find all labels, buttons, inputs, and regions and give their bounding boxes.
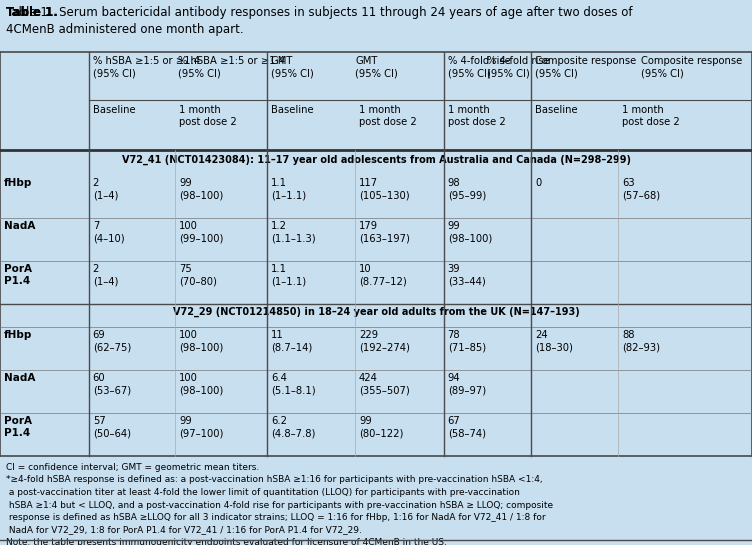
Text: *≥4-fold hSBA response is defined as: a post-vaccination hSBA ≥1:16 for particip: *≥4-fold hSBA response is defined as: a … (6, 475, 543, 485)
Text: 117
(105–130): 117 (105–130) (359, 178, 410, 201)
Text: 99
(97–100): 99 (97–100) (179, 416, 223, 438)
Text: 0: 0 (535, 178, 541, 188)
Text: 39
(33–44): 39 (33–44) (447, 264, 486, 287)
Text: 2
(1–4): 2 (1–4) (92, 264, 118, 287)
Text: 1 month
post dose 2: 1 month post dose 2 (622, 105, 680, 128)
Text: 1.1
(1–1.1): 1.1 (1–1.1) (271, 264, 306, 287)
Text: 99
(98–100): 99 (98–100) (179, 178, 223, 201)
Text: 10
(8.77–12): 10 (8.77–12) (359, 264, 407, 287)
Text: response is defined as hSBA ≥LLOQ for all 3 indicator strains; LLOQ = 1:16 for f: response is defined as hSBA ≥LLOQ for al… (6, 513, 546, 522)
Text: NadA for V72_29, 1:8 for PorA P1.4 for V72_41 / 1:16 for PorA P1.4 for V72_29.: NadA for V72_29, 1:8 for PorA P1.4 for V… (6, 525, 362, 535)
Text: V72_29 (NCT01214850) in 18–24 year old adults from the UK (N=147–193): V72_29 (NCT01214850) in 18–24 year old a… (173, 307, 579, 317)
Text: 78
(71–85): 78 (71–85) (447, 330, 486, 353)
Text: NadA: NadA (4, 373, 35, 383)
Text: 424
(355–507): 424 (355–507) (359, 373, 410, 396)
Text: 1 month
post dose 2: 1 month post dose 2 (359, 105, 417, 128)
Text: Table 1.: Table 1. (6, 6, 58, 19)
Text: 100
(98–100): 100 (98–100) (179, 373, 223, 396)
Text: hSBA ≥1:4 but < LLOQ, and a post-vaccination 4-fold rise for participants with p: hSBA ≥1:4 but < LLOQ, and a post-vaccina… (6, 500, 553, 510)
Text: 100
(99–100): 100 (99–100) (179, 221, 223, 244)
Text: Note: the table presents immunogenicity endpoints evaluated for licensure of 4CM: Note: the table presents immunogenicity … (6, 538, 447, 545)
Text: NadA: NadA (4, 221, 35, 231)
Text: PorA
P1.4: PorA P1.4 (4, 416, 32, 438)
Text: % 4-fold rise
(95% CI): % 4-fold rise (95% CI) (447, 56, 511, 78)
Text: 69
(62–75): 69 (62–75) (92, 330, 131, 353)
Text: 1 month
post dose 2: 1 month post dose 2 (447, 105, 505, 128)
Text: 67
(58–74): 67 (58–74) (447, 416, 486, 438)
Text: 7
(4–10): 7 (4–10) (92, 221, 124, 244)
Text: fHbp: fHbp (4, 330, 32, 340)
Text: 63
(57–68): 63 (57–68) (622, 178, 660, 201)
Text: 100
(98–100): 100 (98–100) (179, 330, 223, 353)
Text: 6.4
(5.1–8.1): 6.4 (5.1–8.1) (271, 373, 316, 396)
Text: 1.1
(1–1.1): 1.1 (1–1.1) (271, 178, 306, 201)
Text: 99
(98–100): 99 (98–100) (447, 221, 492, 244)
Text: % hSBA ≥1:5 or ≥1:4
(95% CI): % hSBA ≥1:5 or ≥1:4 (95% CI) (177, 56, 285, 78)
Text: CI = confidence interval; GMT = geometric mean titers.: CI = confidence interval; GMT = geometri… (6, 463, 259, 472)
Text: GMT
(95% CI): GMT (95% CI) (355, 56, 398, 78)
Text: % 4-fold rise
(95% CI): % 4-fold rise (95% CI) (487, 56, 550, 78)
Text: GMT
(95% CI): GMT (95% CI) (271, 56, 314, 78)
Text: 179
(163–197): 179 (163–197) (359, 221, 410, 244)
Text: Table 1.  Serum bactericidal antibody responses in subjects 11 through 24 years : Table 1. Serum bactericidal antibody res… (6, 6, 632, 35)
Text: 1.2
(1.1–1.3): 1.2 (1.1–1.3) (271, 221, 316, 244)
Text: Baseline: Baseline (92, 105, 135, 115)
Text: 94
(89–97): 94 (89–97) (447, 373, 486, 396)
Text: fHbp: fHbp (4, 178, 32, 188)
Text: % hSBA ≥1:5 or ≥1:4
(95% CI): % hSBA ≥1:5 or ≥1:4 (95% CI) (92, 56, 200, 78)
Text: 24
(18–30): 24 (18–30) (535, 330, 573, 353)
Text: a post-vaccination titer at least 4-fold the lower limit of quantitation (LLOQ) : a post-vaccination titer at least 4-fold… (6, 488, 520, 497)
Text: 6.2
(4.8–7.8): 6.2 (4.8–7.8) (271, 416, 315, 438)
Text: 2
(1–4): 2 (1–4) (92, 178, 118, 201)
Text: PorA
P1.4: PorA P1.4 (4, 264, 32, 286)
Text: Composite response
(95% CI): Composite response (95% CI) (535, 56, 636, 78)
Text: 75
(70–80): 75 (70–80) (179, 264, 217, 287)
Text: 11
(8.7–14): 11 (8.7–14) (271, 330, 312, 353)
Text: Composite response
(95% CI): Composite response (95% CI) (641, 56, 743, 78)
Text: Baseline: Baseline (271, 105, 314, 115)
Text: Baseline: Baseline (535, 105, 578, 115)
Text: 88
(82–93): 88 (82–93) (622, 330, 660, 353)
Text: 99
(80–122): 99 (80–122) (359, 416, 403, 438)
Text: 1 month
post dose 2: 1 month post dose 2 (179, 105, 237, 128)
Text: V72_41 (NCT01423084): 11–17 year old adolescents from Australia and Canada (N=29: V72_41 (NCT01423084): 11–17 year old ado… (122, 155, 630, 165)
Text: 57
(50–64): 57 (50–64) (92, 416, 131, 438)
Text: 60
(53–67): 60 (53–67) (92, 373, 131, 396)
Text: Table 1.: Table 1. (6, 6, 58, 19)
Text: 229
(192–274): 229 (192–274) (359, 330, 410, 353)
Text: 98
(95–99): 98 (95–99) (447, 178, 486, 201)
